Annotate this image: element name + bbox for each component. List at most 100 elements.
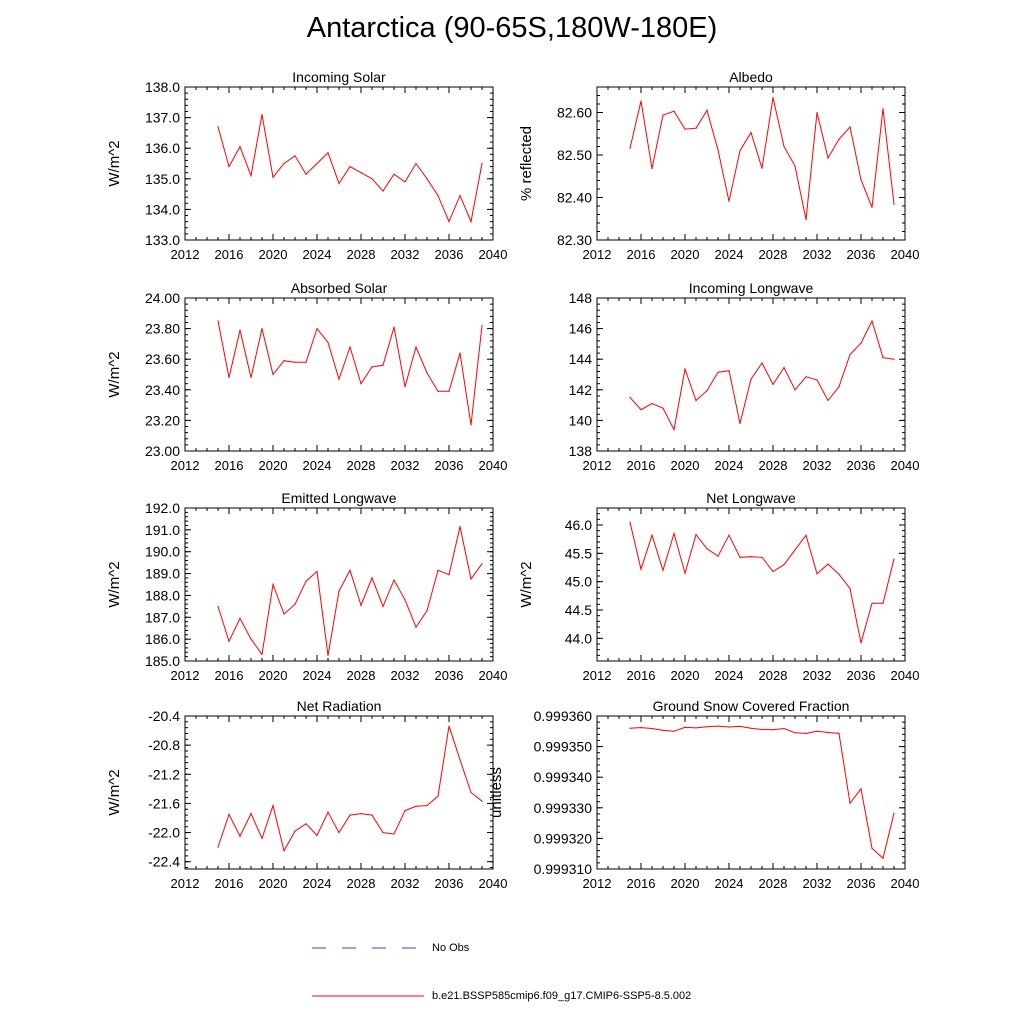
- data-point: [426, 178, 428, 180]
- data-point: [816, 379, 818, 381]
- data-point: [305, 173, 307, 175]
- plot-frame: [596, 86, 906, 241]
- y-tick-label: 191.0: [145, 522, 180, 538]
- y-tick-label: 82.60: [557, 105, 592, 121]
- data-point: [772, 729, 774, 731]
- x-tick-label: 2024: [715, 876, 744, 891]
- x-tick-label: 2040: [479, 876, 508, 891]
- y-axis-label: unitless: [488, 767, 505, 818]
- data-point: [893, 812, 895, 814]
- x-tick-label: 2040: [891, 876, 920, 891]
- x-tick-label: 2040: [479, 668, 508, 683]
- chart-panel-7: Ground Snow Covered Fraction 2012 2016 2020…: [488, 698, 919, 891]
- data-point: [651, 727, 653, 730]
- y-tick-label: 192.0: [145, 500, 180, 516]
- data-point: [684, 128, 686, 130]
- x-tick-label: 2024: [303, 876, 332, 891]
- data-point: [327, 654, 329, 657]
- data-point: [728, 726, 730, 728]
- y-tick-label: -22.4: [148, 854, 180, 870]
- data-point: [684, 368, 686, 370]
- data-point: [481, 563, 483, 565]
- data-point: [739, 150, 741, 152]
- y-tick-label: -21.6: [148, 795, 180, 811]
- data-point: [882, 602, 884, 604]
- x-tick-label: 2028: [347, 247, 376, 262]
- data-point: [783, 564, 785, 566]
- data-point: [294, 155, 296, 157]
- data-point: [673, 532, 675, 535]
- data-point: [261, 837, 263, 840]
- y-tick-label: 188.0: [145, 587, 180, 603]
- data-point: [849, 802, 851, 804]
- data-point: [371, 366, 373, 368]
- y-tick-label: -21.2: [148, 766, 180, 782]
- x-tick-label: 2024: [303, 458, 332, 473]
- data-point: [871, 206, 873, 208]
- x-tick-label: 2016: [215, 458, 244, 473]
- y-tick-label: 146: [569, 321, 593, 337]
- data-point: [849, 126, 851, 128]
- data-point: [228, 165, 230, 168]
- x-tick-label: 2020: [259, 247, 288, 262]
- data-point: [316, 834, 318, 837]
- data-point: [393, 579, 395, 581]
- y-tick-label: 190.0: [145, 544, 180, 560]
- data-point: [816, 573, 818, 575]
- x-tick-label: 2032: [391, 876, 420, 891]
- x-tick-label: 2032: [803, 458, 832, 473]
- data-point: [426, 372, 428, 374]
- data-point: [294, 361, 296, 363]
- data-point: [327, 811, 329, 813]
- y-tick-label: 82.30: [557, 232, 592, 248]
- data-point: [404, 599, 406, 601]
- y-tick-label: 187.0: [145, 609, 180, 625]
- data-point: [728, 370, 730, 372]
- data-point: [640, 100, 642, 102]
- data-point: [272, 583, 274, 586]
- series-line: [629, 522, 895, 644]
- data-point: [448, 725, 450, 727]
- x-tick-label: 2020: [671, 458, 700, 473]
- data-point: [316, 570, 318, 572]
- data-point: [294, 830, 296, 832]
- data-point: [404, 386, 406, 388]
- y-tick-label: 23.40: [145, 382, 180, 398]
- data-point: [871, 320, 873, 322]
- data-point: [695, 127, 697, 129]
- x-tick-label: 2024: [303, 668, 332, 683]
- data-point: [640, 409, 642, 411]
- x-tick-label: 2028: [347, 668, 376, 683]
- data-point: [481, 162, 483, 165]
- panel-title: Emitted Longwave: [281, 490, 396, 506]
- y-tick-label: 45.0: [565, 574, 592, 590]
- data-point: [382, 831, 384, 834]
- data-point: [481, 800, 483, 802]
- data-point: [893, 558, 895, 560]
- data-point: [393, 833, 395, 835]
- data-point: [783, 367, 785, 369]
- y-tick-label: 23.60: [145, 351, 180, 367]
- data-point: [371, 178, 373, 180]
- data-point: [294, 603, 296, 605]
- data-point: [338, 182, 340, 184]
- series-line: [217, 320, 483, 426]
- x-tick-label: 2036: [435, 668, 464, 683]
- data-point: [761, 167, 763, 169]
- data-point: [695, 399, 697, 402]
- data-point: [717, 371, 719, 373]
- y-axis-label: W/m^2: [106, 561, 123, 607]
- y-axis-label: W/m^2: [106, 140, 123, 186]
- data-point: [250, 376, 252, 379]
- x-tick-label: 2012: [583, 458, 612, 473]
- data-point: [629, 521, 631, 523]
- data-point: [739, 556, 741, 558]
- data-point: [327, 341, 329, 343]
- y-tick-label: 138: [569, 443, 593, 459]
- data-point: [893, 358, 895, 360]
- y-axis-label: % reflected: [518, 126, 535, 201]
- plot-frame: [596, 507, 906, 662]
- data-point: [794, 165, 796, 167]
- x-tick-label: 2032: [391, 247, 420, 262]
- panel-title: Incoming Longwave: [689, 280, 814, 296]
